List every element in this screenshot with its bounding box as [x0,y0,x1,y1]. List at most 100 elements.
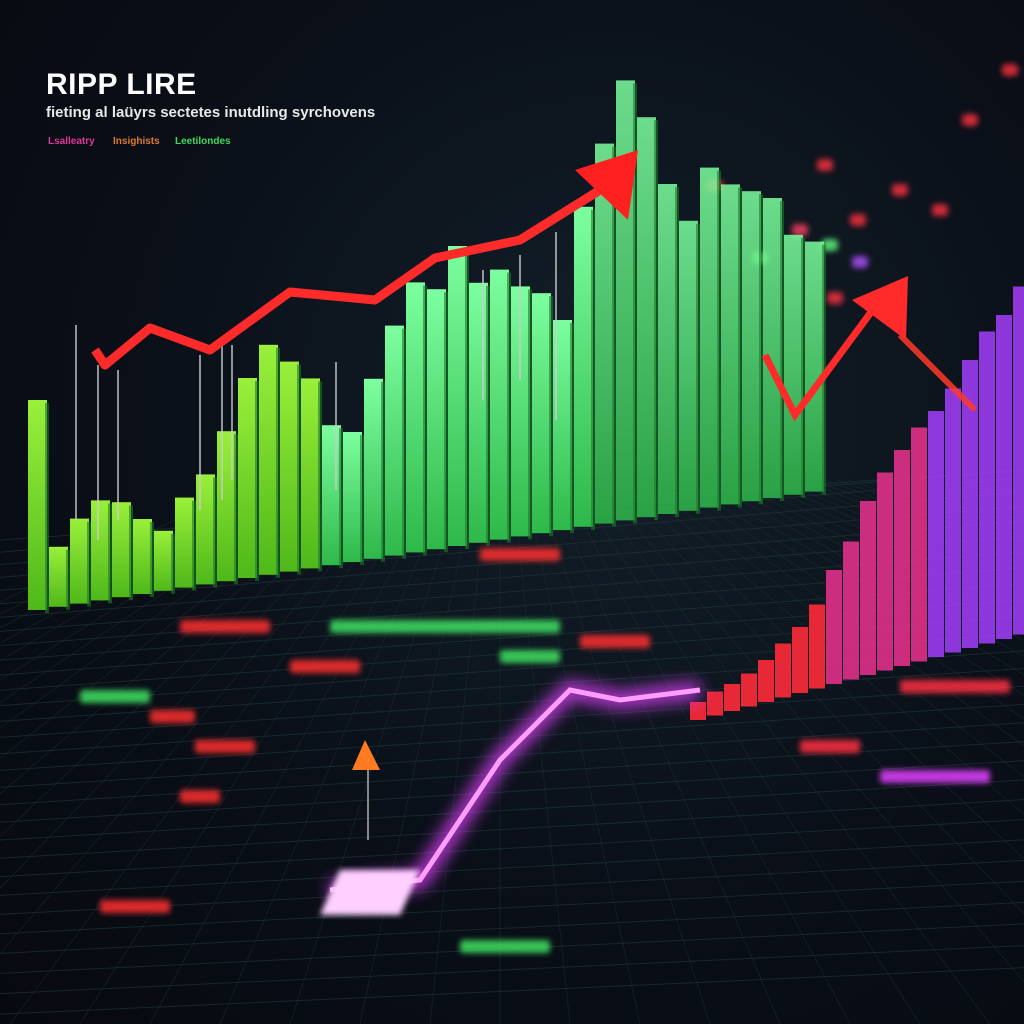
bar [490,269,509,540]
grid-line [0,901,1024,954]
page-subtitle: fieting al laüyrs sectetes inutdling syr… [46,104,376,121]
red-trend-line [91,150,978,422]
bar-side [717,170,721,511]
grid-line [0,760,1024,823]
bar-side [612,146,616,527]
data-label [290,660,360,673]
bar [700,167,719,508]
bar-side [381,381,385,562]
purple-bar-series [690,286,1024,720]
grid-line [619,479,1024,860]
bar [945,388,961,653]
bar [741,673,757,707]
bar [217,431,236,582]
bar-side [738,187,742,508]
bar-side [402,328,406,559]
bar [406,282,425,553]
data-label [180,620,270,633]
grid-line [607,479,1024,915]
bar [280,361,299,572]
grid-line [631,479,1024,815]
bar [911,427,927,662]
bokeh-light [817,159,833,171]
legend-item: Lsalleatry [48,136,95,147]
grid-line [679,479,1024,696]
bar [154,530,173,591]
bar-side [213,477,217,588]
grid-line [523,479,641,1024]
bar [28,400,47,610]
glow-highlight [320,870,420,915]
bar [775,643,791,698]
bar-side [66,549,70,610]
data-label [100,900,170,913]
grid-line [667,479,1024,720]
bar-side [45,403,49,613]
bar [532,293,551,534]
data-label [460,940,550,953]
legend-label: Insighists [113,136,160,147]
bar-side [780,201,784,501]
bokeh-light [892,184,908,196]
bar [616,80,635,521]
bokeh-light [1002,64,1018,76]
data-label [180,790,220,803]
grid-line [0,880,1024,935]
bokeh-light [850,214,866,226]
bokeh-light [932,204,948,216]
data-label [480,548,560,561]
bar-side [507,272,511,543]
green-bar-series [28,80,826,613]
bar [511,286,530,537]
data-label [900,680,1010,693]
bar-side [108,503,112,604]
bar [792,627,808,693]
bar [322,425,341,566]
bar [133,519,152,594]
bar [343,432,362,562]
grid-line [583,479,991,1024]
bar-side [360,435,364,565]
bokeh-light [852,256,868,268]
bokeh-light [792,224,808,236]
grid-line [219,479,453,1024]
bar [595,143,614,524]
bokeh-light [962,114,978,126]
bar-side [633,83,637,524]
bar-side [171,533,175,594]
bar-side [339,428,343,569]
grid-line [289,479,465,1024]
page-title: RIPP LIRE [46,68,197,101]
bar [679,220,698,511]
grid-line [547,479,781,1024]
bar [175,497,194,588]
bar-side [591,209,595,530]
legend-item: Leetilondes [175,136,231,147]
bar-side [150,522,154,597]
magenta-glow-line [320,680,702,915]
grid-line [0,479,405,955]
bar-side [444,292,448,553]
bar [70,518,89,604]
bar [690,702,706,720]
bar-side [423,285,427,556]
grid-line [0,967,1024,1015]
bar [448,246,467,546]
trend-up-arrow-icon [575,150,638,220]
marker-arrow-icon [352,740,380,770]
bar [805,241,824,492]
trend-up-arrow-icon [852,276,908,340]
bar-side [654,120,658,521]
grid-line [0,667,1024,738]
bar-side [486,285,490,546]
bar [742,191,761,502]
bokeh-light [827,292,843,304]
data-label [195,740,255,753]
bar [763,198,782,498]
bar [962,360,978,648]
bar [259,344,278,575]
bar-side [759,194,763,505]
bar-side [318,381,322,572]
bar [637,117,656,518]
bar-side [675,187,679,517]
